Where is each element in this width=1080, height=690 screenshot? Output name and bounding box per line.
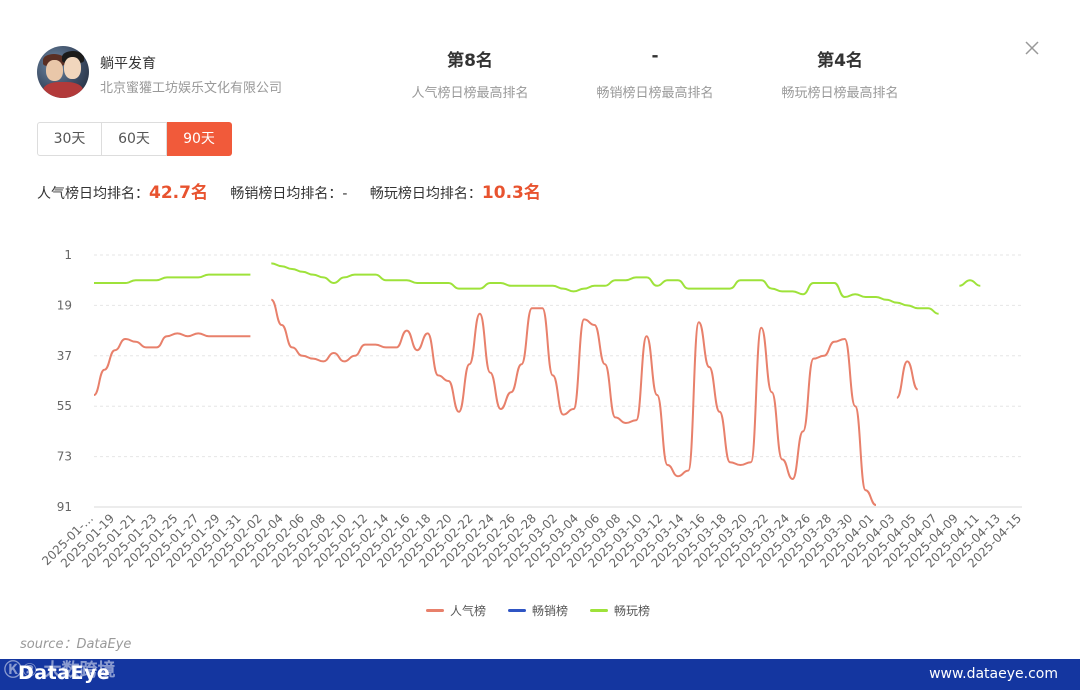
legend-swatch-bestseller <box>508 609 527 612</box>
legend-label-popularity: 人气榜 <box>450 604 487 618</box>
watermark: Ⓚ② 大数跨境 <box>4 660 116 681</box>
footer-brand: DataEye <box>18 662 111 684</box>
bestseller-top-rank: - <box>651 46 659 66</box>
legend-swatch-playtime <box>590 609 609 612</box>
y-tick-label: 1 <box>64 248 72 262</box>
playtime-avg-value: 10.3名 <box>481 183 541 203</box>
close-icon[interactable] <box>1022 38 1042 58</box>
legend-item-popularity[interactable]: 人气榜 <box>426 602 486 619</box>
series-line-2 <box>94 273 251 284</box>
app-name: 躺平发育 <box>100 56 156 72</box>
playtime-avg-label: 畅玩榜日均排名： <box>369 186 482 202</box>
playtime-top-rank: 第4名 <box>817 51 863 71</box>
legend-item-bestseller[interactable]: 畅销榜 <box>508 602 568 619</box>
average-rank-stats: 人气榜日均排名：42.7名 畅销榜日均排名：- 畅玩榜日均排名：10.3名 <box>37 178 559 203</box>
footer-bar: DataEye www.dataeye.com <box>0 659 1080 690</box>
y-tick-label: 91 <box>57 500 72 514</box>
app-avatar <box>37 46 89 98</box>
period-tabs: 30天 60天 90天 <box>37 122 232 156</box>
popularity-top-rank: 第8名 <box>447 51 493 71</box>
series-line-0 <box>895 360 919 399</box>
footer-website[interactable]: www.dataeye.com <box>929 666 1058 682</box>
bestseller-avg-value: - <box>342 186 348 202</box>
legend-label-bestseller: 畅销榜 <box>532 604 569 618</box>
bestseller-avg-label: 畅销榜日均排名： <box>230 186 343 202</box>
source-note: source：DataEye <box>20 637 132 652</box>
popularity-avg-label: 人气榜日均排名： <box>37 186 149 202</box>
series-line-2 <box>959 279 981 287</box>
y-tick-label: 37 <box>57 349 72 363</box>
bestseller-top-rank-label: 畅销榜日榜最高排名 <box>596 86 714 101</box>
rank-trend-chart: 119375573912025-01-…2025-01-192025-01-21… <box>39 248 1024 570</box>
series-line-2 <box>271 262 939 315</box>
playtime-top-rank-label: 畅玩榜日榜最高排名 <box>781 86 899 101</box>
chart-legend: 人气榜 畅销榜 畅玩榜 <box>426 602 672 619</box>
legend-swatch-popularity <box>426 609 444 612</box>
popularity-top-rank-label: 人气榜日榜最高排名 <box>411 86 529 101</box>
legend-item-playtime[interactable]: 畅玩榜 <box>590 602 650 619</box>
y-tick-label: 55 <box>57 399 72 413</box>
legend-label-playtime: 畅玩榜 <box>614 604 651 618</box>
tab-90-days[interactable]: 90天 <box>167 122 232 156</box>
y-tick-label: 73 <box>57 450 72 464</box>
company-name: 北京蜜獾工坊娱乐文化有限公司 <box>100 81 283 96</box>
series-line-0 <box>270 298 877 506</box>
popularity-avg-value: 42.7名 <box>149 183 208 203</box>
series-line-0 <box>93 332 251 396</box>
tab-30-days[interactable]: 30天 <box>37 122 102 156</box>
tab-60-days[interactable]: 60天 <box>102 122 167 156</box>
y-tick-label: 19 <box>57 298 72 312</box>
